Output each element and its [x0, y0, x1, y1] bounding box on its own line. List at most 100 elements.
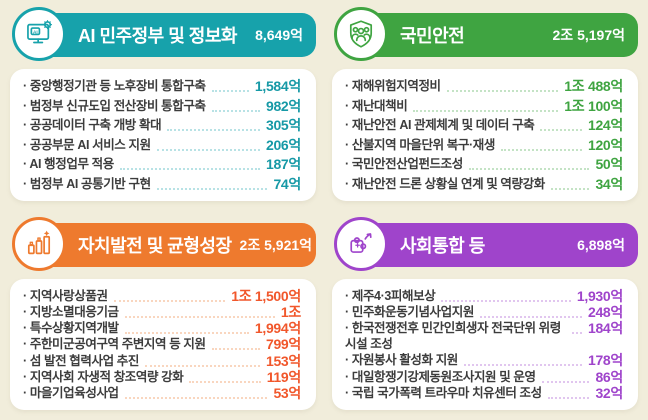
dotted-leader — [156, 137, 260, 151]
budget-item-row: 지역사회 자생적 창조역량 강화 119억 — [23, 369, 301, 385]
item-label: 지역사랑상품권 — [23, 288, 108, 304]
dotted-leader — [211, 336, 260, 351]
dotted-leader — [211, 98, 260, 112]
dotted-leader — [463, 352, 582, 367]
dotted-leader — [446, 78, 559, 92]
panel-title-bar: 국민안전 2조 5,197억 — [358, 13, 638, 57]
item-value: 184억 — [587, 320, 623, 337]
budget-item-row: 재난안전 AI 관제체계 및 데이터 구축 124억 — [345, 117, 623, 133]
panel-header: 사회통합 등 6,898억 — [332, 216, 638, 273]
item-value: 187억 — [265, 156, 301, 172]
panel-title-bar: 사회통합 등 6,898억 — [358, 222, 638, 267]
item-label: 자원봉사 활성화 지원 — [345, 352, 458, 368]
dotted-leader — [124, 385, 268, 399]
item-value: 1조 488억 — [564, 78, 623, 94]
budget-item-row: 재난대책비 1조 100억 — [345, 98, 623, 114]
dotted-leader — [541, 369, 590, 383]
item-label: 특수상황지역개발 — [23, 320, 119, 336]
item-value: 1조 — [280, 303, 301, 320]
budget-item-row: 공공데이터 구축 개방 확대 305억 — [23, 117, 301, 133]
item-label: 재해위험지역정비 — [345, 78, 441, 94]
dotted-leader — [571, 320, 582, 335]
budget-item-row: AI 행정업무 적용 187억 — [23, 156, 301, 172]
budget-item-row: 민주화운동기념사업지원 248억 — [345, 304, 623, 320]
item-label: 대일항쟁기강제동원조사지원 및 운영 — [345, 369, 536, 385]
budget-item-row: 공공부문 AI 서비스 지원 206억 — [23, 137, 301, 153]
dotted-leader — [156, 176, 268, 190]
item-label: 섬 발전 협력사업 추진 — [23, 353, 140, 369]
budget-item-row: 범정부 AI 공통기반 구현 74억 — [23, 176, 301, 192]
item-value: 86억 — [595, 368, 623, 385]
dotted-leader — [167, 117, 260, 131]
item-value: 799억 — [265, 336, 301, 353]
dotted-leader — [479, 304, 582, 318]
panel-local-development: 자치발전 및 균형성장 2조 5,921억 지역사랑상품권 1조 1,500억 … — [10, 216, 316, 410]
item-label: 한국전쟁전후 민간인희생자 전국단위 위령시설 조성 — [345, 320, 566, 352]
panel-header: 국민안전 2조 5,197억 — [332, 7, 638, 63]
panel-title: 국민안전 — [400, 26, 465, 46]
svg-text:AI: AI — [33, 29, 38, 34]
item-label: 국민안전산업펀드조성 — [345, 156, 463, 172]
budget-item-row: 산불지역 마을단위 복구·재생 120억 — [345, 137, 623, 153]
item-value: 1조 100억 — [564, 97, 623, 114]
item-label: 재난대책비 — [345, 98, 408, 114]
item-value: 53억 — [273, 385, 301, 401]
item-value: 119억 — [266, 368, 302, 385]
budget-item-row: 재난안전 드론 상황실 연계 및 역량강화 34억 — [345, 176, 623, 192]
item-value: 206억 — [265, 136, 301, 153]
item-label: 범정부 신규도입 전산장비 통합구축 — [23, 98, 206, 114]
budget-item-row: 대일항쟁기강제동원조사지원 및 운영 86억 — [345, 369, 623, 385]
dotted-leader — [540, 117, 582, 131]
item-value: 982억 — [265, 97, 301, 114]
dotted-leader — [413, 98, 559, 112]
dotted-leader — [119, 156, 260, 170]
item-label: 지역사회 자생적 창조역량 강화 — [23, 369, 184, 385]
dotted-leader — [124, 320, 249, 334]
item-value: 124억 — [587, 117, 623, 133]
budget-item-row: 국립 국가폭력 트라우마 치유센터 조성 32억 — [345, 385, 623, 401]
dotted-leader — [189, 369, 261, 383]
budget-item-row: 중앙행정기관 등 노후장비 통합구축 1,584억 — [23, 78, 301, 94]
budget-list: 중앙행정기관 등 노후장비 통합구축 1,584억 범정부 신규도입 전산장비 … — [10, 69, 316, 201]
budget-item-row: 재해위험지역정비 1조 488억 — [345, 78, 623, 94]
budget-item-row: 지역사랑상품권 1조 1,500억 — [23, 288, 301, 304]
item-value: 305억 — [265, 117, 301, 133]
item-value: 34억 — [595, 175, 623, 192]
puzzle-arrow-icon — [334, 216, 388, 271]
shield-people-icon — [334, 7, 388, 61]
dotted-leader — [550, 176, 590, 190]
panel-title-bar: AI 민주정부 및 정보화 8,649억 — [36, 13, 316, 57]
dotted-leader — [500, 137, 582, 151]
item-label: 마을기업육성사업 — [23, 385, 119, 401]
budget-item-row: 특수상황지역개발 1,994억 — [23, 320, 301, 336]
budget-item-row: 주한미군공여구역 주변지역 등 지원 799억 — [23, 336, 301, 352]
panel-title: 자치발전 및 균형성장 — [78, 235, 232, 256]
panel-title: AI 민주정부 및 정보화 — [78, 26, 237, 46]
dotted-leader — [211, 78, 249, 92]
item-label: 공공데이터 구축 개방 확대 — [23, 117, 162, 133]
budget-item-row: 지방소멸대응기금 1조 — [23, 304, 301, 320]
item-label: 민주화운동기념사업지원 — [345, 304, 475, 320]
item-label: 국립 국가폭력 트라우마 치유센터 조성 — [345, 385, 542, 401]
budget-item-row: 자원봉사 활성화 지원 178억 — [345, 352, 623, 368]
budget-item-row: 제주4·3피해보상 1,930억 — [345, 288, 623, 304]
item-label: 제주4·3피해보상 — [345, 288, 436, 304]
item-value: 1,994억 — [254, 320, 301, 336]
budget-list: 지역사랑상품권 1조 1,500억 지방소멸대응기금 1조 특수상황지역개발 1… — [10, 278, 316, 410]
item-label: 중앙행정기관 등 노후장비 통합구축 — [23, 78, 206, 94]
item-label: 지방소멸대응기금 — [23, 304, 119, 320]
dotted-leader — [468, 156, 590, 170]
dotted-leader — [144, 353, 260, 367]
dotted-leader — [113, 288, 226, 302]
item-label: 범정부 AI 공통기반 구현 — [23, 176, 151, 192]
item-value: 74억 — [273, 175, 301, 192]
item-value: 153억 — [265, 352, 301, 369]
panel-title: 사회통합 등 — [400, 235, 485, 256]
budget-list: 제주4·3피해보상 1,930억 민주화운동기념사업지원 248억 한국전쟁전후… — [332, 278, 638, 410]
item-value: 1조 1,500억 — [231, 287, 301, 304]
monitor-ai-icon: AI — [12, 7, 66, 61]
panel-total: 2조 5,921억 — [239, 236, 313, 253]
dotted-leader — [547, 385, 590, 399]
panel-total: 2조 5,197억 — [552, 27, 625, 43]
budget-item-row: 국민안전산업펀드조성 50억 — [345, 156, 623, 172]
